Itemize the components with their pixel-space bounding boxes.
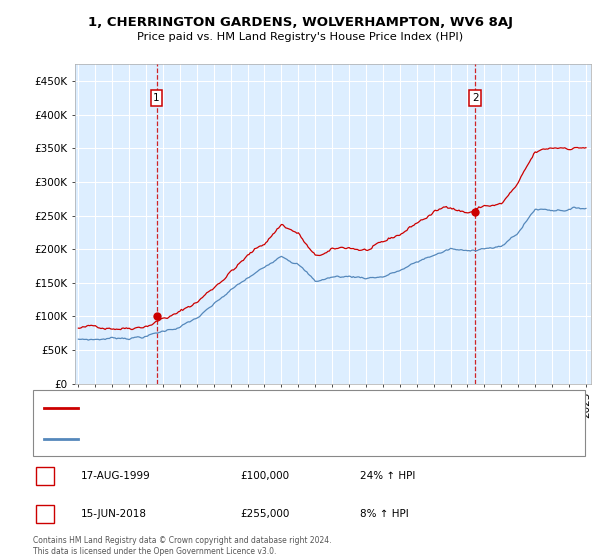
Text: 24% ↑ HPI: 24% ↑ HPI [360, 471, 415, 481]
Text: 1, CHERRINGTON GARDENS, WOLVERHAMPTON, WV6 8AJ: 1, CHERRINGTON GARDENS, WOLVERHAMPTON, W… [88, 16, 512, 29]
Text: 1: 1 [41, 471, 49, 481]
Text: 2: 2 [472, 93, 478, 103]
Text: Price paid vs. HM Land Registry's House Price Index (HPI): Price paid vs. HM Land Registry's House … [137, 32, 463, 43]
Text: HPI: Average price, detached house, Wolverhampton: HPI: Average price, detached house, Wolv… [85, 434, 337, 443]
Text: £100,000: £100,000 [240, 471, 289, 481]
Text: 1, CHERRINGTON GARDENS, WOLVERHAMPTON, WV6 8AJ (detached house): 1, CHERRINGTON GARDENS, WOLVERHAMPTON, W… [85, 404, 443, 413]
Text: 15-JUN-2018: 15-JUN-2018 [81, 508, 147, 519]
Text: Contains HM Land Registry data © Crown copyright and database right 2024.
This d: Contains HM Land Registry data © Crown c… [33, 536, 331, 556]
Text: 1: 1 [153, 93, 160, 103]
Text: 2: 2 [41, 508, 49, 519]
Text: £255,000: £255,000 [240, 508, 289, 519]
Text: 17-AUG-1999: 17-AUG-1999 [81, 471, 151, 481]
Text: 8% ↑ HPI: 8% ↑ HPI [360, 508, 409, 519]
